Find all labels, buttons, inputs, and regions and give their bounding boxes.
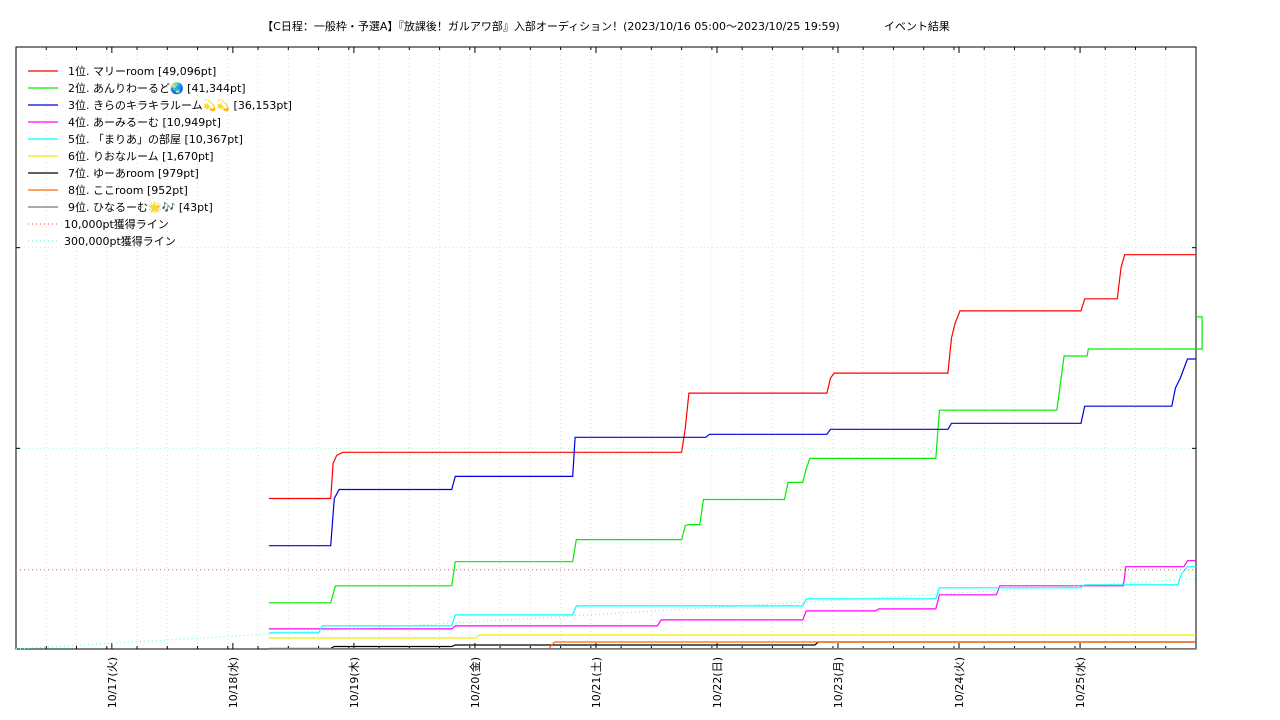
series-line-1	[268, 254, 1196, 500]
x-tick-label: 10/25(水)	[1074, 657, 1087, 708]
legend-label: 5位. 「まりあ」の部屋 [10,367pt]	[68, 132, 243, 146]
series-line-6	[268, 634, 1196, 639]
x-tick-label: 10/17(火)	[106, 657, 119, 708]
x-tick-label: 10/24(火)	[953, 657, 966, 708]
x-tick-label: 10/22(日)	[711, 657, 724, 708]
legend-label: 300,000pt獲得ライン	[64, 235, 176, 248]
x-tick-label: 10/19(木)	[348, 657, 361, 708]
x-tick-label: 10/20(金)	[468, 657, 482, 708]
legend-label: 9位. ひなるーむ🌟🎶 [43pt]	[68, 200, 213, 214]
series-line-3	[268, 358, 1196, 547]
legend-label: 1位. マリーroom [49,096pt]	[68, 64, 216, 78]
chart-title: 【C日程：一般枠・予選A】『放課後！ガルアワ部』入部オーディション！(2023/…	[262, 20, 950, 33]
series-line-11	[15, 578, 1197, 650]
x-tick-label: 10/18(水)	[227, 657, 240, 708]
series-line-5	[268, 566, 1196, 634]
series-line-7	[268, 641, 1196, 650]
legend-label: 2位. あんりわーるど🌏 [41,344pt]	[68, 81, 246, 95]
legend-label: 3位. きらのキラキラルーム💫💫 [36,153pt]	[68, 98, 292, 113]
x-tick-label: 10/23(月)	[832, 657, 845, 708]
series-line-2	[268, 316, 1203, 604]
legend: 1位. マリーroom [49,096pt] 2位. あんりわーるど🌏 [41,3…	[28, 64, 292, 248]
legend-label: 6位. りおなルーム [1,670pt]	[68, 149, 214, 163]
legend-label: 10,000pt獲得ライン	[64, 218, 169, 231]
series-line-4	[268, 560, 1196, 630]
legend-label: 7位. ゆーあroom [979pt]	[68, 166, 199, 180]
legend-label: 4位. あーみるーむ [10,949pt]	[68, 115, 221, 129]
series-line-8	[548, 641, 1196, 650]
x-tick-label: 10/21(土)	[590, 657, 603, 708]
legend-label: 8位. ここroom [952pt]	[68, 183, 188, 197]
